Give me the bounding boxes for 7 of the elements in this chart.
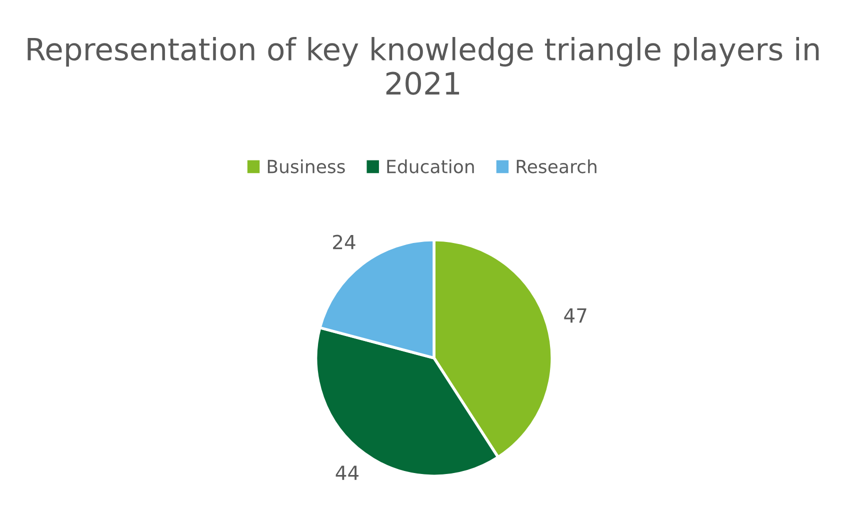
- legend-label: Business: [268, 159, 345, 174]
- chart-title: Representation of key knowledge triangle players in 2021: [28, 37, 819, 95]
- data-label: 44: [336, 466, 359, 480]
- legend-label: Research: [516, 159, 596, 174]
- data-label: 47: [564, 308, 586, 323]
- legend-label: Education: [387, 159, 474, 174]
- data-label: 24: [333, 234, 356, 250]
